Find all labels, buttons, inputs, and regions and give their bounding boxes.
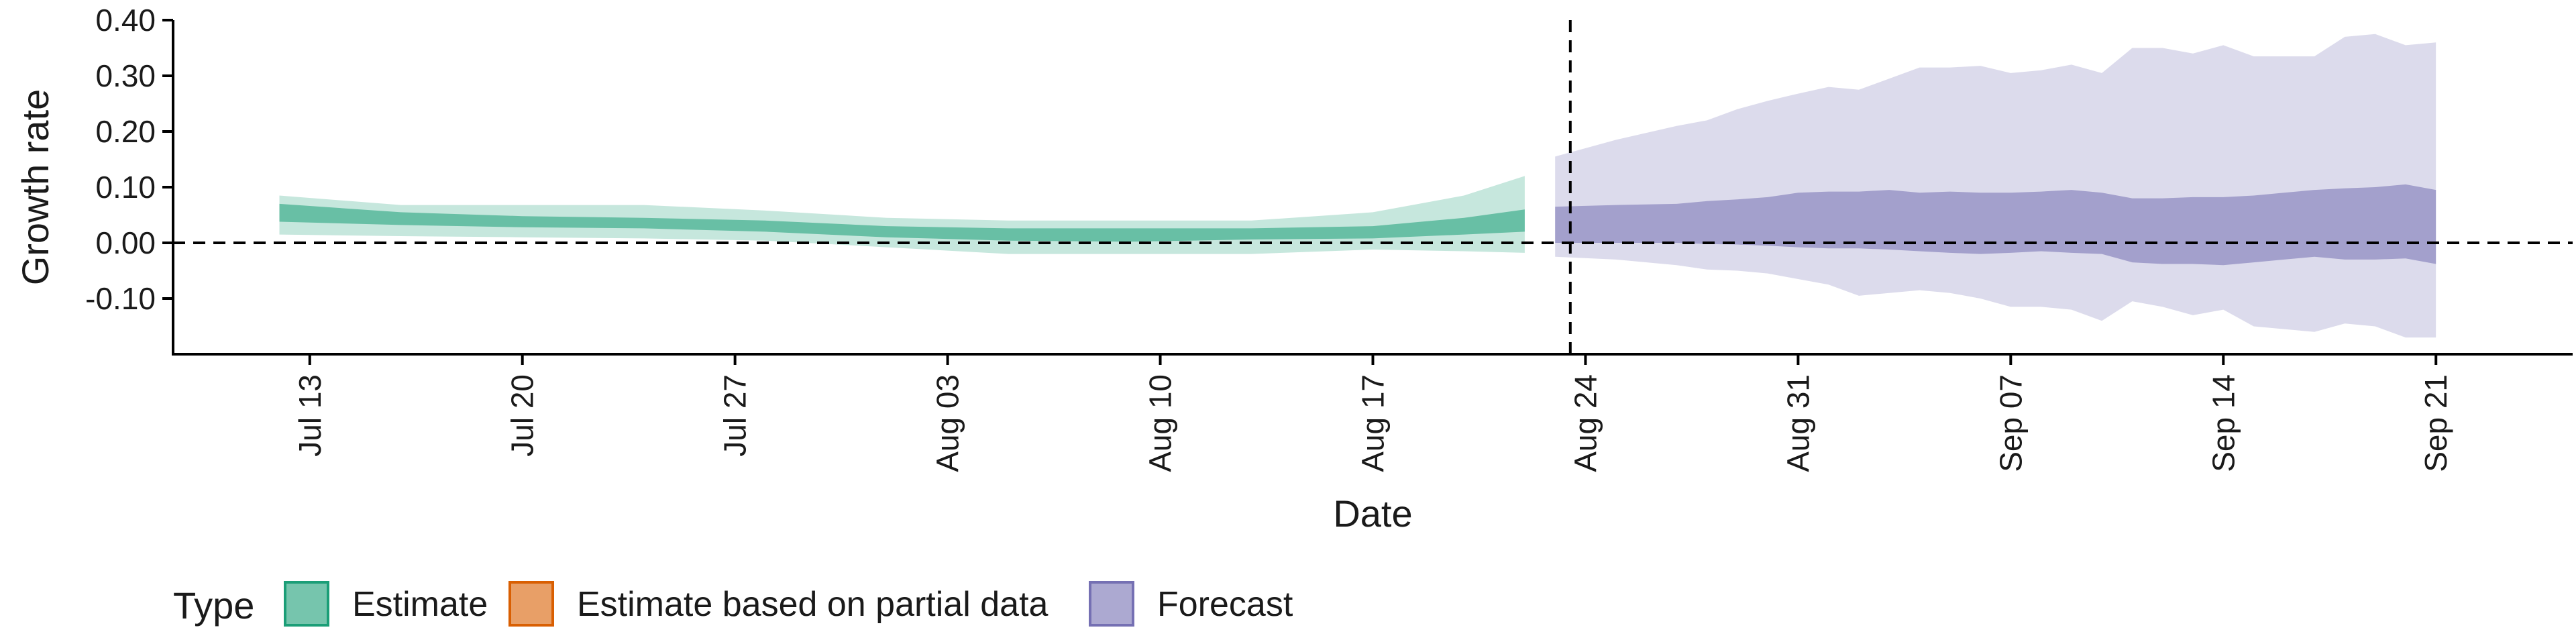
x-tick-label: Aug 24 [1568,374,1603,472]
y-tick-label: -0.10 [85,281,156,316]
estimate-inner-band [279,203,1525,242]
x-tick-label: Aug 17 [1356,374,1391,472]
y-tick-label: 0.30 [95,58,156,93]
x-axis-title: Date [1333,492,1412,535]
forecast-inner-band [1555,184,2436,266]
y-axis-title: Growth rate [14,89,56,286]
x-tick-label: Aug 10 [1143,374,1178,472]
legend-label: Estimate [352,585,488,624]
x-tick-label: Sep 14 [2206,374,2241,472]
x-tick-label: Jul 20 [505,374,540,457]
legend-swatch [1089,581,1134,627]
y-tick-label: 0.00 [95,225,156,260]
plot-bands-forecast [1555,34,2436,338]
x-tick-label: Sep 07 [1993,374,2028,472]
y-tick-label: 0.20 [95,114,156,149]
x-tick-label: Jul 13 [292,374,327,457]
legend-swatch [508,581,554,627]
x-tick-label: Sep 21 [2418,374,2453,472]
plot-bands-estimate [279,176,1525,254]
x-tick-label: Aug 03 [930,374,965,472]
x-tick-label: Aug 31 [1780,374,1815,472]
legend-title: Type [173,584,254,627]
x-axis-ticks: Jul 13 Jul 20 Jul 27 Aug 03 Aug 10 Aug 17 Aug … [292,354,2453,472]
legend-swatch [284,581,329,627]
x-tick-label: Jul 27 [718,374,753,457]
legend-label: Estimate based on partial data [577,585,1049,624]
legend-label: Forecast [1157,585,1293,624]
legend: Type Estimate Estimate based on partial d… [173,581,1293,627]
y-axis-ticks: -0.10 0.00 0.10 0.20 0.30 0.40 [85,3,173,316]
y-tick-label: 0.10 [95,170,156,205]
y-tick-label: 0.40 [95,3,156,38]
forecast-outer-band [1555,34,2436,338]
